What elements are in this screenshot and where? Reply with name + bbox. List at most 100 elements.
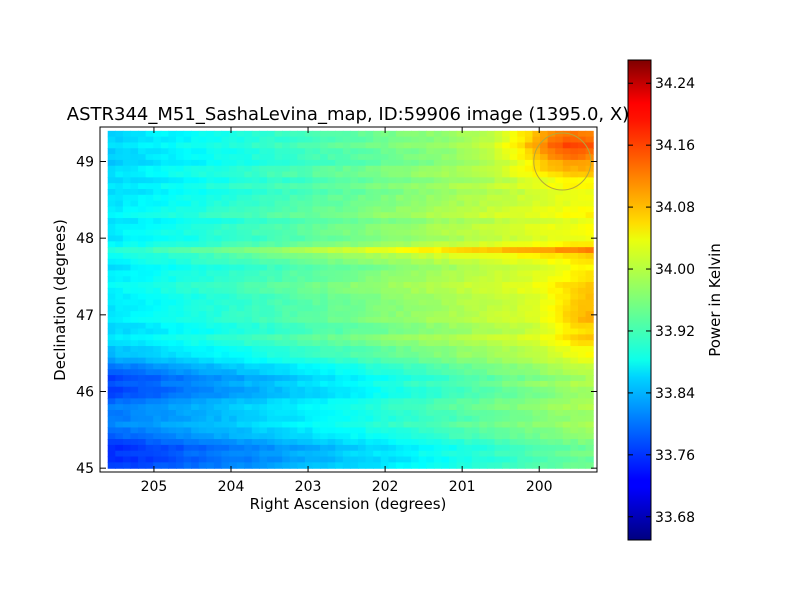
heatmap-cell bbox=[138, 194, 147, 202]
heatmap-cell bbox=[426, 311, 435, 318]
heatmap-cell bbox=[168, 287, 177, 295]
heatmap-cell bbox=[304, 142, 314, 149]
heatmap-cell bbox=[540, 159, 549, 167]
heatmap-cell bbox=[297, 154, 306, 161]
heatmap-cell bbox=[213, 328, 223, 335]
heatmap-cell bbox=[266, 293, 276, 301]
heatmap-cell bbox=[236, 444, 245, 452]
heatmap-cell bbox=[509, 363, 518, 370]
heatmap-cell bbox=[138, 223, 147, 231]
heatmap-cell bbox=[138, 177, 147, 184]
heatmap-cell bbox=[138, 351, 147, 359]
heatmap-cell bbox=[221, 264, 230, 272]
heatmap-cell bbox=[365, 456, 374, 463]
heatmap-cell bbox=[540, 392, 549, 399]
heatmap-cell bbox=[312, 439, 321, 446]
heatmap-cell bbox=[312, 427, 321, 434]
heatmap-cell bbox=[213, 142, 223, 149]
heatmap-cell bbox=[426, 130, 435, 138]
heatmap-cell bbox=[320, 340, 329, 347]
heatmap-cell bbox=[297, 229, 306, 237]
heatmap-cell bbox=[130, 305, 139, 312]
heatmap-cell bbox=[562, 450, 571, 458]
heatmap-cell bbox=[175, 200, 185, 208]
heatmap-cell bbox=[297, 404, 306, 411]
heatmap-cell bbox=[426, 183, 435, 190]
heatmap-cell bbox=[175, 183, 185, 190]
heatmap-cell bbox=[471, 375, 480, 382]
heatmap-cell bbox=[115, 130, 124, 138]
heatmap-cell bbox=[418, 392, 427, 399]
heatmap-cell bbox=[115, 450, 124, 458]
heatmap-cell bbox=[175, 427, 185, 434]
heatmap-cell bbox=[456, 183, 465, 190]
heatmap-cell bbox=[229, 276, 238, 283]
heatmap-cell bbox=[502, 363, 511, 370]
heatmap-cell bbox=[282, 229, 291, 237]
heatmap-cell bbox=[229, 159, 238, 167]
heatmap-cell bbox=[183, 392, 192, 399]
heatmap-cell bbox=[577, 444, 587, 452]
heatmap-cell bbox=[115, 299, 124, 306]
heatmap-cell bbox=[335, 363, 344, 370]
heatmap-cell bbox=[479, 415, 488, 423]
heatmap-cell bbox=[213, 212, 223, 219]
heatmap-cell bbox=[175, 369, 185, 376]
heatmap-cell bbox=[297, 386, 306, 394]
heatmap-cell bbox=[494, 322, 503, 330]
heatmap-cell bbox=[373, 444, 382, 452]
heatmap-cell bbox=[388, 439, 397, 446]
heatmap-cell bbox=[191, 444, 200, 452]
heatmap-cell bbox=[115, 462, 124, 469]
heatmap-cell bbox=[365, 293, 374, 301]
heatmap-cell bbox=[191, 340, 200, 347]
heatmap-cell bbox=[517, 439, 526, 446]
heatmap-cell bbox=[509, 351, 518, 359]
heatmap-cell bbox=[524, 398, 534, 405]
heatmap-cell bbox=[365, 159, 374, 167]
heatmap-cell bbox=[433, 363, 443, 370]
heatmap-cell bbox=[426, 316, 435, 324]
heatmap-cell bbox=[191, 282, 200, 289]
heatmap-cell bbox=[380, 247, 389, 254]
heatmap-cell bbox=[494, 346, 503, 353]
heatmap-cell bbox=[373, 258, 382, 266]
heatmap-cell bbox=[312, 241, 321, 248]
heatmap-cell bbox=[145, 287, 154, 295]
heatmap-cell bbox=[547, 311, 556, 318]
heatmap-cell bbox=[342, 363, 352, 370]
heatmap-cell bbox=[411, 433, 420, 440]
heatmap-cell bbox=[494, 212, 503, 219]
heatmap-cell bbox=[524, 439, 534, 446]
heatmap-cell bbox=[130, 450, 139, 458]
heatmap-cell bbox=[244, 375, 253, 382]
heatmap-cell bbox=[479, 136, 488, 144]
heatmap-cell bbox=[524, 130, 534, 138]
heatmap-cell bbox=[395, 328, 405, 335]
heatmap-cell bbox=[282, 130, 291, 138]
heatmap-cell bbox=[441, 439, 450, 446]
heatmap-cell bbox=[358, 322, 367, 330]
heatmap-cell bbox=[312, 369, 321, 376]
heatmap-cell bbox=[168, 456, 177, 463]
heatmap-cell bbox=[221, 287, 230, 295]
heatmap-cell bbox=[244, 194, 253, 202]
heatmap-cell bbox=[335, 415, 344, 423]
heatmap-cell bbox=[502, 264, 511, 272]
heatmap-cell bbox=[320, 252, 329, 260]
heatmap-cell bbox=[191, 462, 200, 469]
heatmap-cell bbox=[486, 311, 496, 318]
heatmap-cell bbox=[183, 444, 192, 452]
heatmap-cell bbox=[312, 218, 321, 225]
heatmap-cell bbox=[524, 328, 534, 335]
heatmap-cell bbox=[107, 357, 116, 365]
heatmap-cell bbox=[335, 322, 344, 330]
heatmap-cell bbox=[160, 375, 169, 382]
heatmap-cell bbox=[449, 270, 458, 277]
heatmap-cell bbox=[138, 287, 147, 295]
heatmap-cell bbox=[426, 392, 435, 399]
heatmap-cell bbox=[456, 380, 465, 388]
heatmap-cell bbox=[122, 218, 132, 225]
heatmap-cell bbox=[115, 258, 124, 266]
heatmap-cell bbox=[471, 433, 480, 440]
